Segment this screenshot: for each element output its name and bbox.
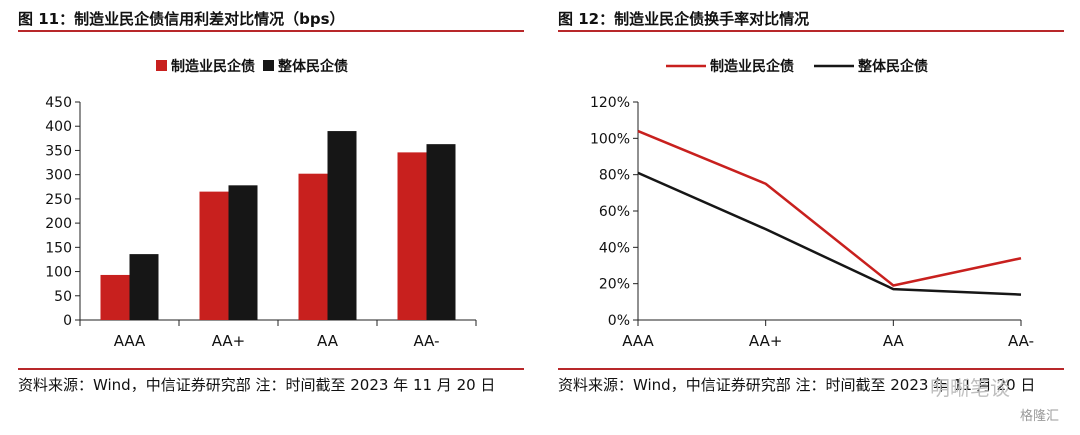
bar <box>100 274 130 320</box>
x-tick-label: AAA <box>114 332 146 350</box>
y-tick-label: 450 <box>45 95 72 111</box>
bar <box>298 173 328 320</box>
x-tick-label: AA+ <box>212 332 246 350</box>
series-line <box>637 171 1022 296</box>
line-chart: 制造业民企债 整体民企债 0% 20% 40% 60% 80% 100% 120% AAA AA+ A… <box>590 58 1034 350</box>
y-tick-label: 20% <box>599 277 630 293</box>
y-tick-label: 100% <box>590 131 630 147</box>
legend-label: 制造业民企债 <box>171 58 255 75</box>
y-tick-label: 40% <box>599 240 630 256</box>
watermark-text: 明晰笔谈 <box>930 376 1010 400</box>
legend-swatch <box>263 60 274 71</box>
source-rule-right <box>558 368 1064 370</box>
legend-swatch <box>156 60 167 71</box>
bar <box>426 144 456 320</box>
y-tick-label: 50 <box>54 289 72 305</box>
watermark-logo: 格隆汇 <box>1020 409 1060 424</box>
bar <box>327 131 357 320</box>
y-tick-label: 150 <box>45 240 72 256</box>
bar-chart-figure-title: 图 11：制造业民企债信用利差对比情况（bps） <box>18 10 345 28</box>
source-rule-left <box>18 368 524 370</box>
x-tick-label: AA- <box>413 332 439 350</box>
x-tick-label: AA <box>883 332 905 350</box>
bar <box>228 185 258 320</box>
y-tick-label: 0 <box>63 313 72 329</box>
x-tick-label: AA- <box>1008 332 1034 350</box>
x-tick-label: AA+ <box>749 332 783 350</box>
y-tick-label: 200 <box>45 216 72 232</box>
y-tick-label: 250 <box>45 192 72 208</box>
bar <box>397 152 427 320</box>
y-tick-label: 80% <box>599 168 630 184</box>
legend-label: 整体民企债 <box>857 58 928 75</box>
title-rule-left <box>18 30 524 32</box>
title-rule-right <box>558 30 1064 32</box>
bar <box>199 191 229 320</box>
y-tick-label: 400 <box>45 119 72 135</box>
x-tick-label: AA <box>317 332 339 350</box>
y-tick-label: 60% <box>599 204 630 220</box>
y-tick-label: 120% <box>590 95 630 111</box>
legend-label: 整体民企债 <box>277 58 348 75</box>
bar-chart-source-note: 资料来源：Wind，中信证券研究部 注：时间截至 2023 年 11 月 20 … <box>18 376 496 394</box>
y-tick-label: 0% <box>608 313 630 329</box>
line-chart-figure-title: 图 12：制造业民企债换手率对比情况 <box>558 10 810 28</box>
x-tick-label: AAA <box>622 332 654 350</box>
bar-chart: 制造业民企债 整体民企债 0 50 100 150 200 250 300 350 400 450 AA… <box>45 58 477 350</box>
y-tick-label: 100 <box>45 265 72 281</box>
series-line <box>637 129 1022 287</box>
line-chart-source-note: 资料来源：Wind，中信证券研究部 注：时间截至 2023 年 11 月 20 … <box>558 376 1036 394</box>
y-tick-label: 350 <box>45 143 72 159</box>
y-tick-label: 300 <box>45 168 72 184</box>
bar <box>129 254 159 320</box>
legend-label: 制造业民企债 <box>710 58 794 75</box>
